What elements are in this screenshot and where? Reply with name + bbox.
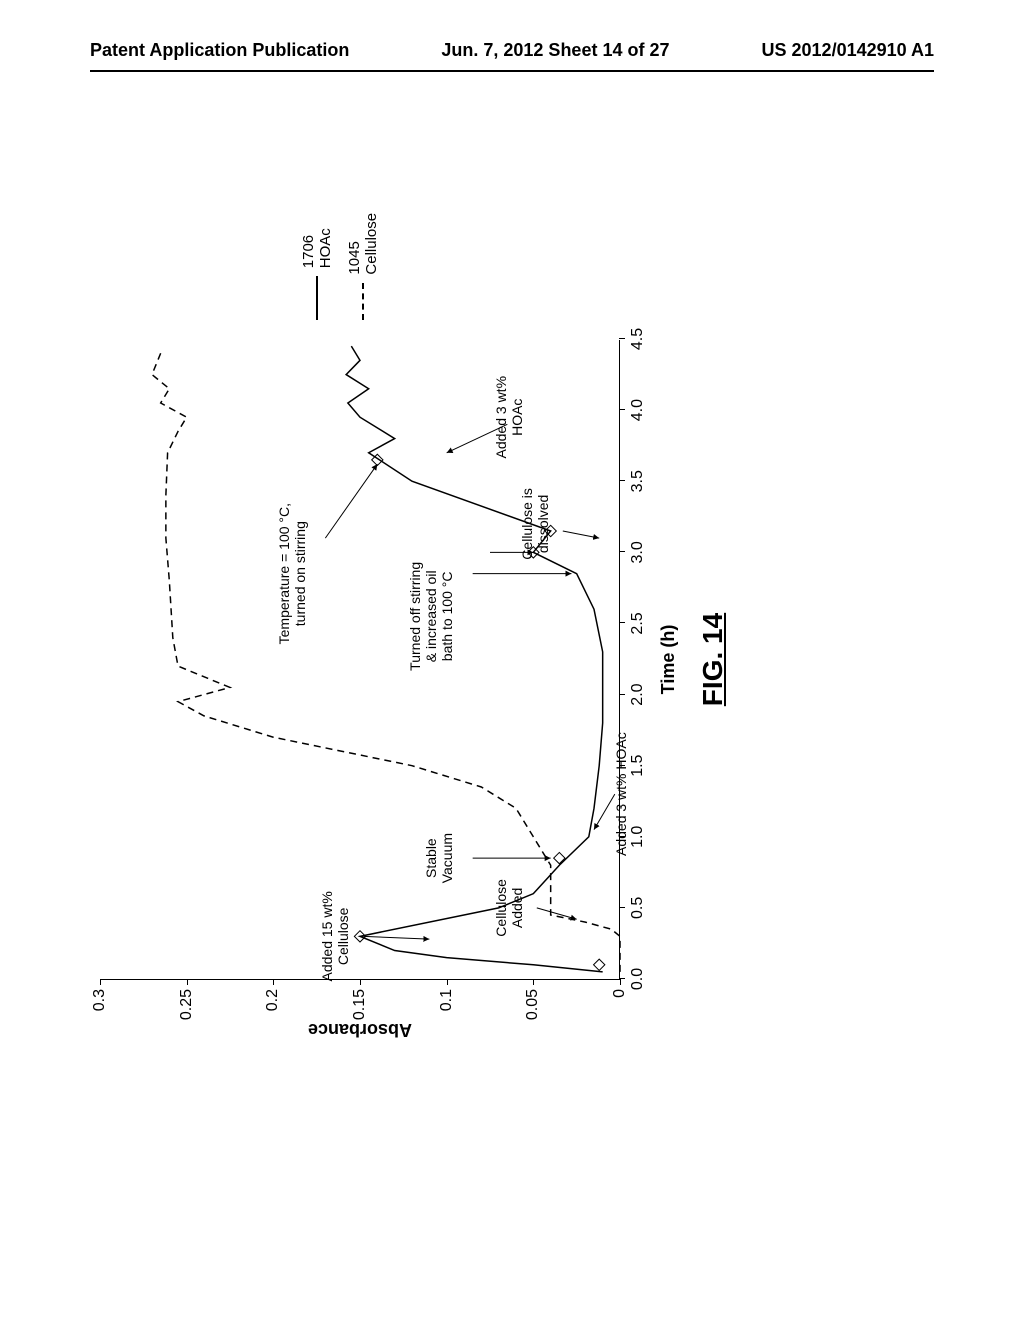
x-tick xyxy=(619,622,625,623)
annotation-arrow-icon xyxy=(325,464,377,538)
x-tick xyxy=(619,409,625,410)
x-tick-label: 1.5 xyxy=(629,755,647,777)
x-tick-label: 3.0 xyxy=(629,541,647,563)
x-tick-label: 0.0 xyxy=(629,968,647,990)
series-line xyxy=(152,353,620,972)
y-tick xyxy=(533,979,534,985)
x-tick xyxy=(619,551,625,552)
x-tick-label: 0.5 xyxy=(629,897,647,919)
y-tick-label: 0 xyxy=(611,989,629,998)
chart-annotation: Added 3 wt% HOAc xyxy=(613,732,629,856)
y-tick xyxy=(100,979,101,985)
y-tick-label: 0.05 xyxy=(524,989,542,1020)
chart-annotation: Turned off stirring& increased oilbath t… xyxy=(407,562,455,671)
legend-line-dashed-icon xyxy=(362,283,364,320)
x-tick xyxy=(619,694,625,695)
chart-annotation: StableVacuum xyxy=(423,833,455,883)
annotation-arrow-icon xyxy=(563,531,599,538)
x-tick-label: 2.5 xyxy=(629,612,647,634)
chart-annotation: Added 15 wt%Cellulose xyxy=(319,891,351,981)
y-tick-label: 0.1 xyxy=(438,989,456,1011)
chart-annotation: Added 3 wt%HOAc xyxy=(493,376,525,459)
figure-caption: FIG. 14 xyxy=(697,613,729,706)
chart-annotation: Temperature = 100 °C,turned on stirring xyxy=(276,503,308,644)
header-left: Patent Application Publication xyxy=(90,40,349,61)
y-tick xyxy=(273,979,274,985)
chart-svg xyxy=(100,339,620,979)
x-tick xyxy=(619,907,625,908)
header-divider xyxy=(90,70,934,72)
legend-label: 1045 Cellulose xyxy=(346,200,380,274)
chart-annotation: CelluloseAdded xyxy=(493,879,525,937)
figure-rotated-container: Absorbance Time (h) FIG. 14 00.050.10.15… xyxy=(80,270,940,1050)
y-tick-label: 0.15 xyxy=(351,989,369,1020)
y-tick-label: 0.3 xyxy=(91,989,109,1011)
legend-label: 1706 HOAc xyxy=(300,200,334,268)
legend-line-solid-icon xyxy=(316,276,318,320)
y-tick xyxy=(360,979,361,985)
page-header: Patent Application Publication Jun. 7, 2… xyxy=(0,40,1024,61)
annotation-arrow-icon xyxy=(537,908,577,919)
header-right: US 2012/0142910 A1 xyxy=(762,40,934,61)
x-tick-label: 4.5 xyxy=(629,328,647,350)
x-axis-title: Time (h) xyxy=(658,625,679,695)
y-tick xyxy=(187,979,188,985)
data-marker-icon xyxy=(594,959,605,970)
x-tick xyxy=(619,338,625,339)
chart-annotation: Cellulose isdissolved xyxy=(519,488,551,560)
chart-legend: 1706 HOAc 1045 Cellulose xyxy=(300,200,392,320)
x-tick-label: 3.5 xyxy=(629,470,647,492)
x-tick-label: 4.0 xyxy=(629,399,647,421)
x-tick xyxy=(619,978,625,979)
legend-item-cellulose: 1045 Cellulose xyxy=(346,200,380,320)
y-tick xyxy=(620,979,621,985)
x-tick-label: 2.0 xyxy=(629,683,647,705)
legend-item-hoac: 1706 HOAc xyxy=(300,200,334,320)
y-tick-label: 0.2 xyxy=(264,989,282,1011)
y-axis-title: Absorbance xyxy=(308,1019,412,1040)
absorbance-chart: Absorbance Time (h) FIG. 14 00.050.10.15… xyxy=(80,270,720,1050)
x-tick xyxy=(619,480,625,481)
plot-area: Time (h) FIG. 14 00.050.10.150.20.250.30… xyxy=(100,340,620,980)
annotation-arrow-icon xyxy=(363,936,429,939)
header-center: Jun. 7, 2012 Sheet 14 of 27 xyxy=(441,40,669,61)
x-tick-label: 1.0 xyxy=(629,826,647,848)
y-tick-label: 0.25 xyxy=(178,989,196,1020)
y-tick xyxy=(447,979,448,985)
